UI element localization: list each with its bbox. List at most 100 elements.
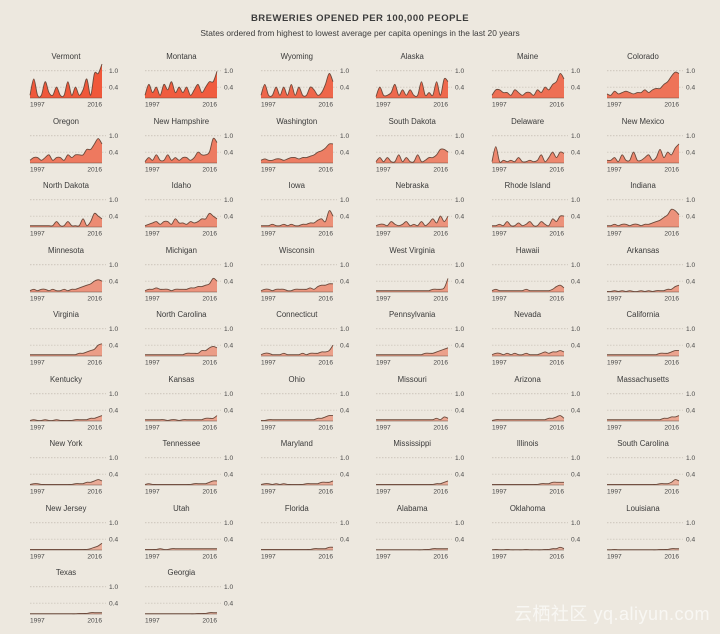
sparkline-chart: 1.0 0.4 1997 2016 bbox=[491, 520, 580, 560]
y-tick-label: 0.4 bbox=[340, 278, 349, 285]
y-tick-label: 0.4 bbox=[455, 213, 464, 220]
x-end-label: 2016 bbox=[318, 489, 333, 496]
sparkline-chart: 1.0 0.4 1997 2016 bbox=[145, 197, 234, 238]
x-start-label: 1997 bbox=[30, 553, 45, 560]
state-name: New Hampshire bbox=[153, 116, 210, 126]
y-tick-label: 1.0 bbox=[455, 262, 464, 269]
state-name: Vermont bbox=[51, 52, 81, 61]
x-start-label: 1997 bbox=[492, 489, 507, 496]
sparkline-chart: 1.0 0.4 1997 2016 bbox=[491, 133, 580, 173]
state-name: Washington bbox=[276, 116, 318, 126]
x-start-label: 1997 bbox=[376, 360, 391, 367]
state-name: Louisiana bbox=[626, 503, 660, 513]
y-tick-label: 0.4 bbox=[109, 600, 118, 607]
x-end-label: 2016 bbox=[203, 360, 218, 367]
sparkline-chart: 1.0 0.4 1997 2016 bbox=[375, 68, 465, 109]
y-tick-label: 0.4 bbox=[224, 149, 233, 156]
series-line bbox=[144, 71, 218, 96]
panel-maryland: Maryland 1.0 0.4 1997 2016 bbox=[260, 439, 377, 499]
x-start-label: 1997 bbox=[607, 489, 622, 496]
state-name: Minnesota bbox=[48, 245, 84, 255]
x-end-label: 2016 bbox=[434, 360, 449, 367]
state-name: Michigan bbox=[165, 245, 197, 255]
x-end-label: 2016 bbox=[318, 166, 333, 173]
sparkline-chart: 1.0 0.4 1997 2016 bbox=[607, 326, 695, 367]
y-tick-label: 0.4 bbox=[455, 84, 464, 91]
y-tick-label: 0.4 bbox=[686, 342, 695, 349]
x-start-label: 1997 bbox=[607, 295, 622, 302]
y-tick-label: 1.0 bbox=[455, 520, 464, 527]
state-name: Idaho bbox=[171, 181, 192, 190]
state-name: Massachusetts bbox=[616, 374, 669, 384]
state-name: Mississippi bbox=[393, 439, 432, 448]
x-start-label: 1997 bbox=[261, 102, 276, 109]
x-start-label: 1997 bbox=[30, 102, 45, 109]
sparkline-chart: 1.0 0.4 1997 2016 bbox=[606, 455, 695, 496]
y-tick-label: 0.4 bbox=[686, 84, 695, 91]
area-fill bbox=[260, 73, 333, 98]
series-line bbox=[145, 137, 218, 162]
sparkline-chart: 1.0 0.4 1997 2016 bbox=[260, 68, 349, 109]
state-name: Utah bbox=[173, 503, 190, 513]
x-end-label: 2016 bbox=[549, 231, 564, 238]
y-tick-label: 0.4 bbox=[686, 149, 695, 156]
y-tick-label: 1.0 bbox=[571, 520, 580, 527]
state-name: Maryland bbox=[280, 439, 313, 448]
x-end-label: 2016 bbox=[549, 489, 564, 496]
state-name: Wisconsin bbox=[279, 245, 315, 255]
y-tick-label: 1.0 bbox=[571, 262, 580, 269]
x-end-label: 2016 bbox=[203, 231, 218, 238]
y-tick-label: 0.4 bbox=[571, 149, 580, 156]
area-fill bbox=[260, 345, 333, 356]
area-fill bbox=[30, 213, 102, 227]
series-line bbox=[30, 343, 103, 356]
x-end-label: 2016 bbox=[664, 166, 679, 173]
x-start-label: 1997 bbox=[492, 295, 507, 302]
x-start-label: 1997 bbox=[492, 102, 507, 109]
x-start-label: 1997 bbox=[30, 424, 45, 431]
y-tick-label: 0.4 bbox=[224, 278, 233, 285]
area-fill bbox=[491, 482, 564, 485]
panel-wyoming: Wyoming 1.0 0.4 1997 2016 bbox=[260, 52, 377, 112]
x-end-label: 2016 bbox=[549, 553, 564, 560]
panel-south-dakota: South Dakota 1.0 0.4 1997 2016 bbox=[375, 117, 492, 177]
panel-pennsylvania: Pennsylvania 1.0 0.4 1997 2016 bbox=[376, 310, 492, 370]
state-name: Delaware bbox=[511, 116, 545, 126]
x-start-label: 1997 bbox=[261, 489, 276, 496]
series-line bbox=[491, 481, 564, 485]
sparkline-chart: 1.0 0.4 1997 2016 bbox=[491, 455, 580, 496]
panel-vermont: Vermont 1.0 0.4 1997 2016 bbox=[29, 52, 146, 112]
x-end-label: 2016 bbox=[434, 424, 449, 431]
sparkline-chart: 1.0 0.4 1997 2016 bbox=[145, 455, 234, 496]
sparkline-chart: 1.0 0.4 1997 2016 bbox=[145, 133, 234, 173]
y-tick-label: 0.4 bbox=[340, 407, 349, 414]
state-name: Pennsylvania bbox=[388, 310, 436, 319]
state-name: Montana bbox=[166, 52, 197, 61]
y-tick-label: 1.0 bbox=[109, 262, 118, 269]
x-end-label: 2016 bbox=[434, 102, 449, 109]
x-start-label: 1997 bbox=[30, 618, 45, 625]
sparkline-chart: 1.0 0.4 1997 2016 bbox=[145, 326, 234, 367]
y-tick-label: 0.4 bbox=[455, 278, 464, 285]
y-tick-label: 1.0 bbox=[109, 584, 118, 591]
area-fill bbox=[145, 277, 218, 292]
sparkline-chart: 1.0 0.4 1997 2016 bbox=[30, 197, 118, 238]
panel-hawaii: Hawaii 1.0 0.4 1997 2016 bbox=[491, 246, 608, 306]
panel-maine: Maine 1.0 0.4 1997 2016 bbox=[491, 52, 608, 112]
y-tick-label: 1.0 bbox=[224, 391, 233, 398]
panel-michigan: Michigan 1.0 0.4 1997 2016 bbox=[145, 246, 261, 306]
series-line bbox=[375, 147, 449, 163]
panel-north-carolina: North Carolina 1.0 0.4 1997 2016 bbox=[145, 310, 261, 370]
series-line bbox=[145, 612, 218, 615]
state-name: Ohio bbox=[288, 374, 306, 384]
sparkline-chart: 1.0 0.4 1997 2016 bbox=[29, 520, 118, 560]
y-tick-label: 1.0 bbox=[109, 326, 118, 333]
x-end-label: 2016 bbox=[318, 553, 333, 560]
y-tick-label: 1.0 bbox=[109, 520, 118, 527]
series-line bbox=[491, 284, 564, 291]
x-start-label: 1997 bbox=[492, 424, 507, 431]
x-start-label: 1997 bbox=[145, 489, 160, 496]
panel-virginia: Virginia 1.0 0.4 1997 2016 bbox=[30, 310, 146, 370]
y-tick-label: 1.0 bbox=[224, 133, 233, 140]
state-name: Nevada bbox=[514, 310, 542, 319]
